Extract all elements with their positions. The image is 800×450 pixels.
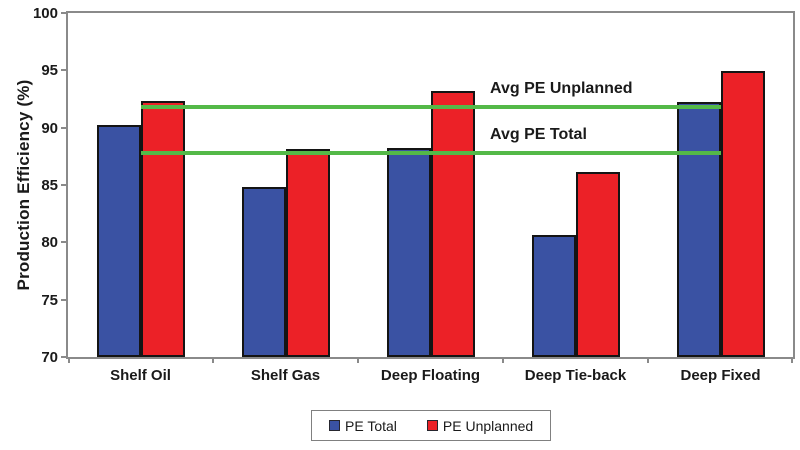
bar-pe-total xyxy=(531,235,576,357)
x-category-label: Deep Tie-back xyxy=(524,367,627,384)
x-tick-mark xyxy=(68,357,70,363)
y-tick-label: 90 xyxy=(41,119,58,137)
y-tick-label: 95 xyxy=(41,62,58,80)
legend-swatch-icon xyxy=(329,420,340,431)
bar-pe-unplanned xyxy=(140,101,185,357)
y-tick-mark xyxy=(61,12,68,14)
bar-pe-unplanned xyxy=(720,71,765,357)
x-tick-mark xyxy=(212,357,214,363)
y-tick-label: 80 xyxy=(41,234,58,252)
y-tick-mark xyxy=(61,184,68,186)
reference-line xyxy=(140,105,721,110)
x-tick-mark xyxy=(357,357,359,363)
y-tick-mark xyxy=(61,356,68,358)
bar-pe-total xyxy=(241,187,286,357)
bar-pe-total xyxy=(96,125,141,357)
legend-entry: PE Unplanned xyxy=(426,417,534,434)
x-tick-mark xyxy=(791,357,793,363)
reference-line xyxy=(140,150,721,155)
legend-entry: PE Total xyxy=(329,418,397,434)
y-tick-mark xyxy=(61,126,68,129)
x-tick-mark xyxy=(647,357,649,363)
legend: PE Total PE Unplanned xyxy=(311,410,552,441)
y-tick-mark xyxy=(61,69,68,72)
bar-pe-unplanned xyxy=(285,149,330,357)
bar-pe-total xyxy=(676,102,721,357)
bar-pe-unplanned xyxy=(575,172,620,357)
reference-line-label: Avg PE Total xyxy=(490,125,587,143)
plot-area: Production Efficiency (%) 70 75 80 85 90 95 10… xyxy=(14,5,795,384)
legend-label: PE Unplanned xyxy=(442,417,534,434)
x-category-label: Shelf Oil xyxy=(110,367,171,384)
y-tick-label: 70 xyxy=(41,349,58,366)
y-tick-label: 100 xyxy=(32,5,58,22)
bar-pe-unplanned xyxy=(430,90,475,357)
bar-pe-total xyxy=(386,148,431,357)
legend-label: PE Total xyxy=(345,417,397,434)
y-tick-label: 85 xyxy=(41,177,58,194)
x-category-label: Deep Floating xyxy=(380,367,481,384)
y-tick-mark xyxy=(61,298,68,301)
x-category-label: Shelf Gas xyxy=(250,367,321,384)
reference-line-label: Avg PE Unplanned xyxy=(490,80,633,98)
x-tick-mark xyxy=(502,357,504,363)
y-tick-mark xyxy=(61,241,68,244)
x-category-label: Deep Fixed xyxy=(680,367,761,384)
legend-swatch-icon xyxy=(426,420,438,431)
y-tick-label: 75 xyxy=(41,291,58,309)
